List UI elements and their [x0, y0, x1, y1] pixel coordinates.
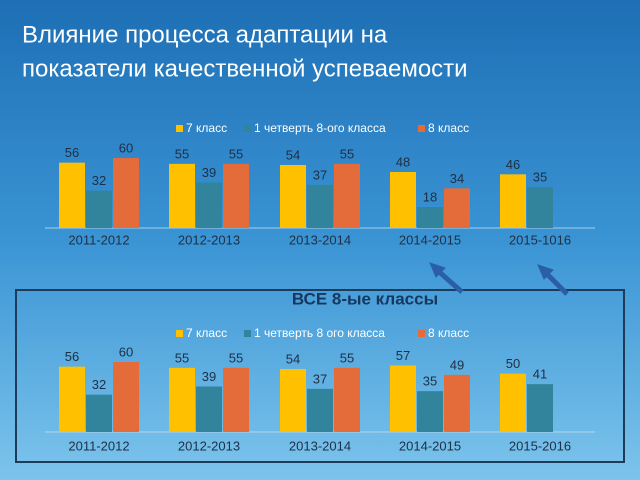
bar	[390, 172, 416, 228]
value-label: 55	[175, 350, 189, 365]
bar	[444, 188, 470, 228]
legend-swatch	[244, 330, 251, 337]
value-label: 54	[286, 351, 300, 366]
bar	[527, 384, 553, 432]
x-tick-label: 2014-2015	[399, 232, 461, 247]
legend-label: 7 класс	[186, 326, 227, 340]
bar	[390, 365, 416, 432]
bar	[113, 362, 139, 432]
value-label: 41	[533, 367, 547, 382]
bar	[196, 182, 222, 228]
value-label: 54	[286, 147, 300, 162]
x-tick-label: 2013-2014	[289, 438, 351, 453]
legend-label: 1 четверть 8 ого класса	[254, 326, 385, 340]
bar	[444, 374, 470, 432]
value-label: 55	[340, 146, 354, 161]
x-tick-label: 2013-2014	[289, 232, 351, 247]
bar	[527, 187, 553, 228]
value-label: 56	[65, 349, 79, 364]
arrows	[429, 262, 569, 296]
legend-swatch	[176, 125, 183, 132]
value-label: 49	[450, 357, 464, 372]
value-label: 32	[92, 377, 106, 392]
x-tick-label: 2012-2013	[178, 232, 240, 247]
bar	[417, 391, 443, 432]
bar	[196, 386, 222, 432]
bar	[280, 369, 306, 432]
value-label: 48	[396, 154, 410, 169]
bar	[500, 174, 526, 228]
bar	[86, 190, 112, 228]
value-label: 57	[396, 348, 410, 363]
x-tick-label: 2011-2012	[68, 232, 129, 247]
bar	[59, 366, 85, 432]
value-label: 18	[423, 189, 437, 204]
x-tick-label: 2015-1016	[509, 232, 571, 247]
legend-label: 8 класс	[428, 121, 469, 135]
bar	[500, 373, 526, 432]
value-label: 34	[450, 171, 464, 186]
bar	[307, 184, 333, 228]
x-tick-label: 2012-2013	[178, 438, 240, 453]
value-label: 35	[423, 374, 437, 389]
value-label: 39	[202, 369, 216, 384]
bar	[113, 158, 139, 228]
bar	[59, 162, 85, 228]
value-label: 60	[119, 140, 133, 155]
bar	[417, 207, 443, 228]
bar	[280, 165, 306, 228]
legend-label: 7 класс	[186, 121, 227, 135]
legend-swatch	[176, 330, 183, 337]
value-label: 55	[340, 350, 354, 365]
x-tick-label: 2015-2016	[509, 438, 571, 453]
legend-swatch	[244, 125, 251, 132]
value-label: 55	[175, 146, 189, 161]
bar	[86, 394, 112, 432]
bar	[334, 367, 360, 432]
legend-swatch	[418, 330, 425, 337]
value-label: 46	[506, 157, 520, 172]
value-label: 35	[533, 170, 547, 185]
chart-title: ВСЕ 8-ые классы	[292, 289, 438, 308]
value-label: 32	[92, 173, 106, 188]
bar	[169, 367, 195, 432]
value-label: 55	[229, 146, 243, 161]
bar	[334, 163, 360, 228]
legend-swatch	[418, 125, 425, 132]
value-label: 55	[229, 350, 243, 365]
x-tick-label: 2014-2015	[399, 438, 461, 453]
value-label: 37	[313, 371, 327, 386]
value-label: 50	[506, 356, 520, 371]
value-label: 60	[119, 344, 133, 359]
highlight-box	[15, 289, 625, 463]
slide-title: Влияние процесса адаптации на	[22, 21, 388, 48]
bar	[223, 163, 249, 228]
value-label: 39	[202, 165, 216, 180]
bar	[307, 388, 333, 432]
legend-label: 1 четверть 8-ого класса	[254, 121, 386, 135]
bar	[223, 367, 249, 432]
x-tick-label: 2011-2012	[68, 438, 129, 453]
bar	[169, 163, 195, 228]
value-label: 56	[65, 145, 79, 160]
slide-title: показатели качественной успеваемости	[22, 55, 468, 82]
legend-label: 8 класс	[428, 326, 469, 340]
value-label: 37	[313, 167, 327, 182]
